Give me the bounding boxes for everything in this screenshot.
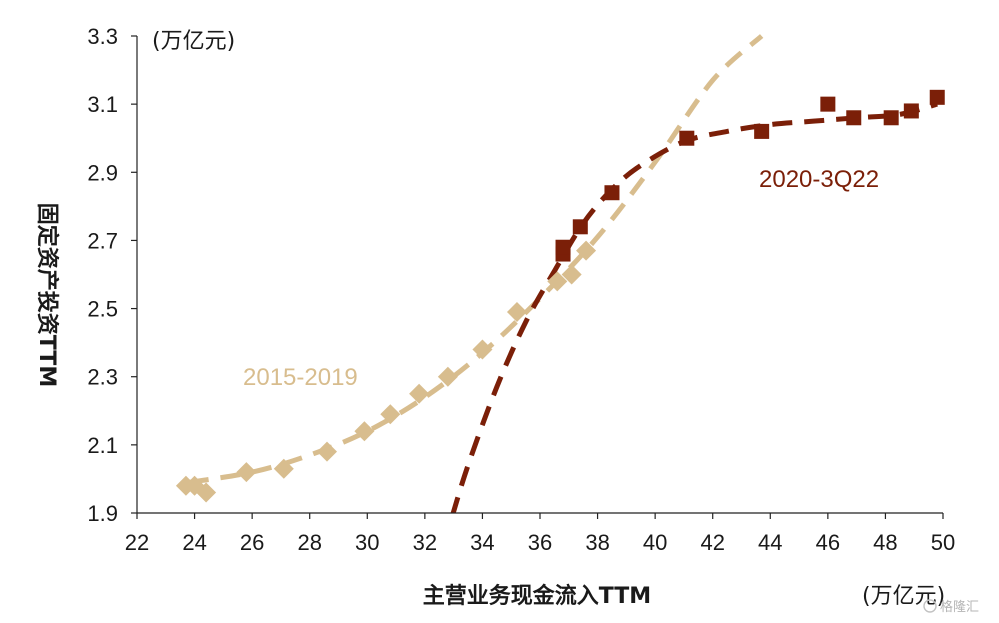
data-point-diamond [472,339,493,360]
x-tick-label: 28 [297,530,321,555]
marker-layer [175,89,945,503]
y-tick-label: 3.3 [87,24,118,49]
y-tick-label: 2.9 [87,160,118,185]
data-point-diamond [409,383,430,404]
y-tick-label: 1.9 [87,501,118,526]
data-point-square [820,96,836,112]
data-point-diamond [316,441,337,462]
data-point-diamond [236,462,257,483]
x-tick-label: 26 [240,530,264,555]
x-tick-label: 44 [758,530,782,555]
x-tick-label: 34 [470,530,494,555]
data-point-diamond [273,458,294,479]
x-tick-label: 36 [528,530,552,555]
data-point-square [679,130,695,146]
series-label-2015-2019: 2015-2019 [243,364,358,391]
data-point-square [754,123,770,139]
data-point-square [903,103,919,119]
x-tick-label: 38 [585,530,609,555]
data-point-square [555,239,571,255]
axes: 22 24 26 28 30 32 34 36 38 40 42 44 46 48 50 1.9 2.1 2.3 2… [87,24,955,555]
y-unit-label: (万亿元) [152,29,235,54]
y-tick-label: 2.7 [87,228,118,253]
y-tick-label: 2.3 [87,365,118,390]
data-point-diamond [196,482,217,503]
x-tick-label: 48 [873,530,897,555]
x-tick-label: 46 [816,530,840,555]
series-label-2020-3q22: 2020-3Q22 [759,166,879,193]
data-point-square [883,110,899,126]
data-point-square [929,89,945,105]
x-tick-label: 22 [125,530,149,555]
y-tick-label: 3.1 [87,92,118,117]
x-tick-label: 50 [931,530,955,555]
trendline-2020-3q22 [450,101,938,513]
x-tick-label: 40 [643,530,667,555]
trendline-2015-2019 [188,34,764,485]
watermark-logo-icon [923,599,937,613]
x-tick-label: 24 [182,530,206,555]
data-point-diamond [576,240,597,261]
data-point-diamond [354,421,375,442]
data-point-square [604,185,620,201]
y-tick-label: 2.1 [87,433,118,458]
data-point-square [572,219,588,235]
data-point-diamond [561,264,582,285]
svg-text:格隆汇: 格隆汇 [940,599,979,615]
data-point-diamond [506,301,527,322]
data-point-diamond [437,366,458,387]
trendline-layer [188,34,938,513]
y-tick-label: 2.5 [87,297,118,322]
data-point-diamond [547,271,568,292]
watermark: 格隆汇 [923,599,979,615]
x-tick-label: 32 [413,530,437,555]
x-tick-label: 30 [355,530,379,555]
y-axis-title: 固定资产投资TTM [34,203,60,387]
x-tick-label: 42 [700,530,724,555]
x-axis-title: 主营业务现金流入TTM [423,583,651,609]
x-unit-label: (万亿元) [862,584,945,609]
data-point-diamond [380,404,401,425]
data-point-square [846,110,862,126]
